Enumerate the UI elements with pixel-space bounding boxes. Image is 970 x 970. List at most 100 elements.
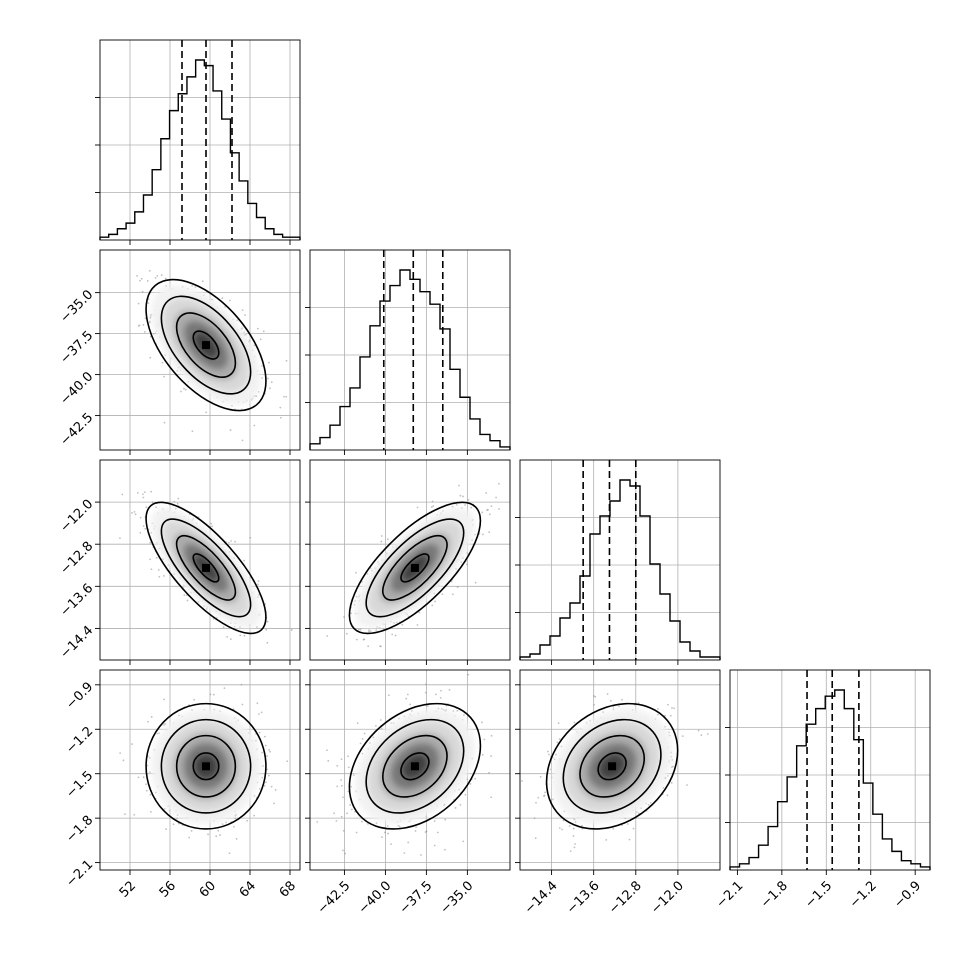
scatter-point (387, 832, 389, 835)
scatter-point (154, 276, 157, 279)
scatter-point (149, 771, 151, 774)
scatter-point (140, 277, 143, 280)
scatter-point (190, 830, 193, 832)
scatter-point (149, 317, 152, 319)
y-tick-label: −1.2 (63, 724, 96, 757)
contour-line (145, 278, 267, 412)
scatter-point (229, 429, 232, 431)
scatter-point (340, 815, 343, 818)
scatter-point (266, 641, 269, 644)
scatter-point (557, 722, 560, 725)
scatter-point (228, 852, 231, 855)
scatter-point (191, 284, 194, 287)
scatter-point (671, 707, 673, 709)
scatter-point (233, 625, 236, 628)
scatter-point (262, 765, 264, 767)
scatter-point (142, 776, 145, 779)
scatter-point (485, 492, 488, 494)
scatter-point (534, 837, 537, 840)
scatter-point (343, 616, 345, 618)
scatter-point (147, 720, 149, 723)
panels-layer: −2.1 −1.8 −1.5 −1.2 −0.9−42.5−40.0−37.5−35.0… (58, 39, 931, 917)
scatter-point (233, 825, 235, 828)
scatter-point (240, 683, 243, 686)
scatter-point (137, 324, 140, 327)
scatter-point (647, 803, 650, 806)
scatter-point (573, 846, 576, 849)
scatter-point (145, 506, 148, 509)
scatter-point (498, 508, 500, 510)
scatter-point (241, 309, 244, 312)
scatter-point (136, 491, 139, 494)
scatter-point (363, 732, 366, 735)
scatter-point (448, 688, 451, 691)
density-peak (202, 762, 210, 771)
scatter-point (574, 843, 576, 845)
scatter-point (150, 810, 152, 813)
scatter-point (572, 827, 575, 830)
scatter-point (150, 490, 153, 493)
scatter-point (142, 496, 145, 499)
scatter-point (549, 768, 552, 771)
x-tick-label: −1.5 (802, 878, 835, 911)
scatter-point (191, 709, 193, 711)
scatter-point (217, 829, 220, 832)
scatter-point (669, 714, 672, 717)
scatter-point (671, 758, 674, 761)
scatter-point (253, 794, 256, 797)
scatter-point (521, 780, 523, 782)
scatter-point (405, 697, 408, 700)
scatter-point (172, 823, 175, 826)
scatter-point (222, 626, 225, 629)
scatter-point (609, 699, 612, 702)
scatter-point (149, 541, 152, 544)
scatter-point (462, 495, 464, 498)
scatter-panel-3-0: 52 56 60 64 68 −2.1 −1.8 −1.5 −1.2 −0.9 (63, 669, 304, 901)
scatter-point (178, 714, 181, 717)
scatter-point (144, 527, 147, 530)
scatter-point (221, 823, 224, 825)
y-tick-label: −13.6 (58, 581, 97, 620)
scatter-point (624, 817, 626, 820)
scatter-point (261, 751, 263, 754)
scatter-point (162, 558, 164, 561)
scatter-point (154, 791, 157, 794)
scatter-point (359, 742, 362, 745)
scatter-point (355, 595, 358, 598)
scatter-point (231, 404, 233, 407)
scatter-panel-3-2: −14.4 −13.6 −12.8 −12.0 (515, 669, 721, 917)
scatter-point (253, 344, 256, 347)
scatter-point (210, 522, 213, 525)
scatter-point (490, 796, 493, 799)
hist-frame (309, 249, 511, 451)
scatter-point (533, 817, 536, 820)
scatter-point (225, 821, 227, 824)
scatter-frame (519, 669, 721, 871)
scatter-point (163, 808, 166, 810)
hist-panel-1 (305, 249, 511, 455)
scatter-point (270, 381, 273, 384)
scatter-point (403, 852, 406, 854)
x-tick-label: −1.8 (758, 878, 791, 911)
scatter-point (122, 759, 125, 762)
scatter-point (686, 784, 688, 786)
x-tick-label: 60 (197, 878, 219, 900)
scatter-point (141, 290, 144, 293)
scatter-point (241, 439, 244, 442)
scatter-point (268, 749, 271, 751)
scatter-point (555, 753, 557, 756)
scatter-point (186, 599, 189, 602)
scatter-point (173, 500, 176, 503)
contour-line (160, 295, 252, 395)
x-tick-label: −2.1 (714, 878, 747, 911)
histogram-step (99, 59, 301, 240)
scatter-point (177, 497, 180, 500)
scatter-point (119, 752, 122, 755)
scatter-frame (99, 249, 301, 451)
scatter-point (459, 494, 462, 497)
scatter-point (193, 698, 196, 701)
scatter-point (349, 804, 352, 806)
scatter-point (168, 809, 171, 812)
scatter-point (336, 785, 339, 788)
scatter-point (302, 704, 304, 706)
